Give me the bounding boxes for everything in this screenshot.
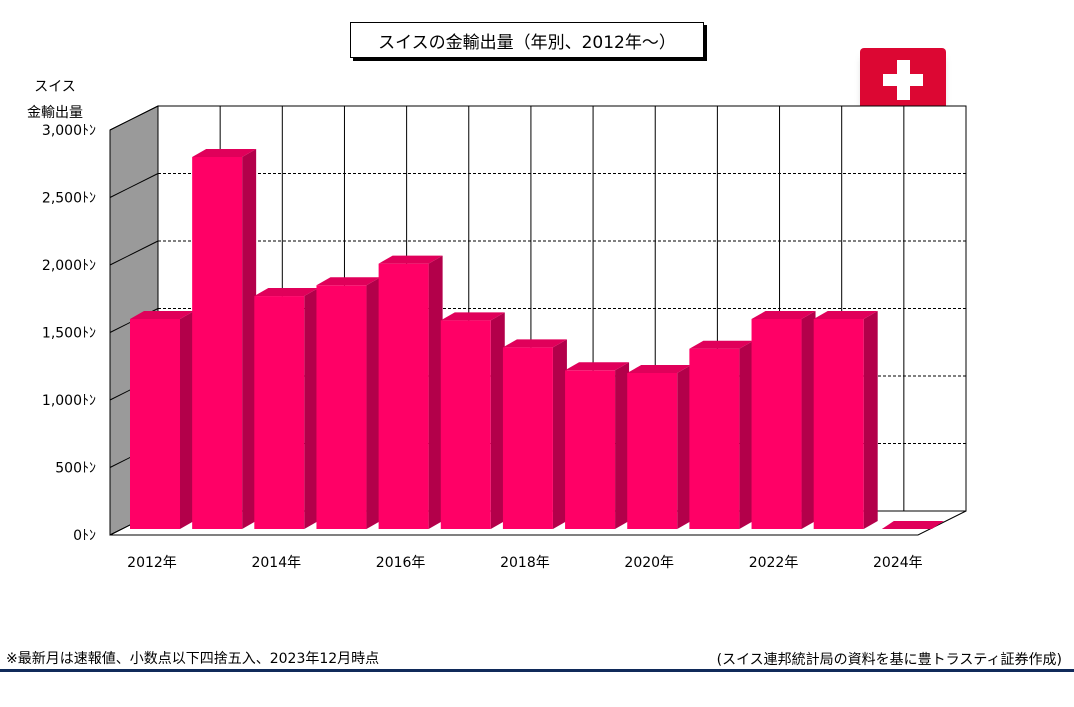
bar	[316, 285, 367, 529]
y-axis-label: スイス 金輸出量	[27, 79, 83, 121]
bar-top	[689, 340, 754, 349]
bar-top	[565, 362, 630, 371]
bar-side	[615, 362, 630, 529]
bar	[751, 319, 802, 529]
x-tick-label: 2024年	[873, 555, 923, 571]
bar-top	[751, 311, 816, 319]
y-tick-label: 2,000ﾄﾝ	[42, 258, 96, 274]
bar	[502, 347, 553, 529]
bar-side	[428, 255, 443, 529]
bar	[378, 263, 429, 529]
bottom-rule	[0, 669, 1074, 672]
side-gridline	[109, 173, 159, 198]
y-tick-label: 3,000ﾄﾝ	[42, 123, 96, 139]
x-tick-label: 2020年	[624, 555, 674, 571]
side-gridline	[109, 240, 159, 266]
x-tick-label: 2018年	[500, 555, 550, 571]
bar-top	[502, 339, 567, 348]
bar-side	[304, 288, 319, 529]
source-note: (スイス連邦統計局の資料を基に豊トラスティ証券作成)	[716, 652, 1062, 668]
bar-side	[366, 277, 381, 529]
bar-chart: 0ﾄﾝ 500ﾄﾝ 1,000ﾄﾝ 1,500ﾄﾝ 2,000ﾄﾝ 2,500ﾄﾝ 3,00…	[42, 105, 967, 571]
y-tick-label: 1,000ﾄﾝ	[42, 393, 96, 409]
bar-side	[490, 312, 505, 529]
side-gridline	[109, 105, 159, 131]
x-tick-label: 2012年	[127, 555, 177, 571]
bar-side	[801, 311, 816, 529]
bar-side	[552, 339, 567, 529]
bar-side	[739, 340, 754, 529]
bar	[813, 319, 864, 529]
bar-top	[192, 149, 257, 157]
y-tick-label: 2,500ﾄﾝ	[42, 191, 96, 207]
x-tick-label: 2014年	[251, 555, 301, 571]
x-tick-label: 2022年	[749, 555, 799, 571]
y-tick-label: 1,500ﾄﾝ	[42, 326, 96, 342]
swiss-flag-icon	[860, 48, 946, 112]
bar-side	[242, 149, 257, 529]
y-tick-label: 500ﾄﾝ	[55, 461, 96, 477]
bar-zero	[881, 521, 944, 529]
bar-top	[316, 277, 381, 286]
bar	[192, 157, 243, 529]
bar-top	[254, 288, 319, 297]
bar-top	[813, 311, 878, 319]
bar-top	[627, 365, 692, 373]
chart-title: スイスの金輸出量（年別、2012年～）	[350, 22, 704, 58]
bar	[565, 370, 616, 529]
x-tick-label: 2016年	[376, 555, 426, 571]
bar-side	[863, 311, 878, 529]
bar-top	[378, 255, 443, 264]
bar-top	[440, 312, 505, 321]
bar	[440, 320, 491, 529]
bar	[627, 373, 678, 529]
bar	[689, 348, 740, 529]
bar	[130, 319, 180, 529]
bar-side	[677, 365, 692, 529]
bar	[254, 296, 305, 529]
bar-top	[130, 311, 194, 319]
footnote: ※最新月は速報値、小数点以下四捨五入、2023年12月時点	[6, 651, 380, 667]
bar-side	[180, 311, 194, 529]
y-tick-label: 0ﾄﾝ	[73, 528, 96, 544]
